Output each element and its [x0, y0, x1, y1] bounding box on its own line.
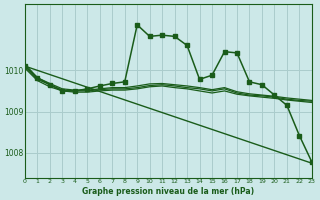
X-axis label: Graphe pression niveau de la mer (hPa): Graphe pression niveau de la mer (hPa) — [82, 187, 254, 196]
